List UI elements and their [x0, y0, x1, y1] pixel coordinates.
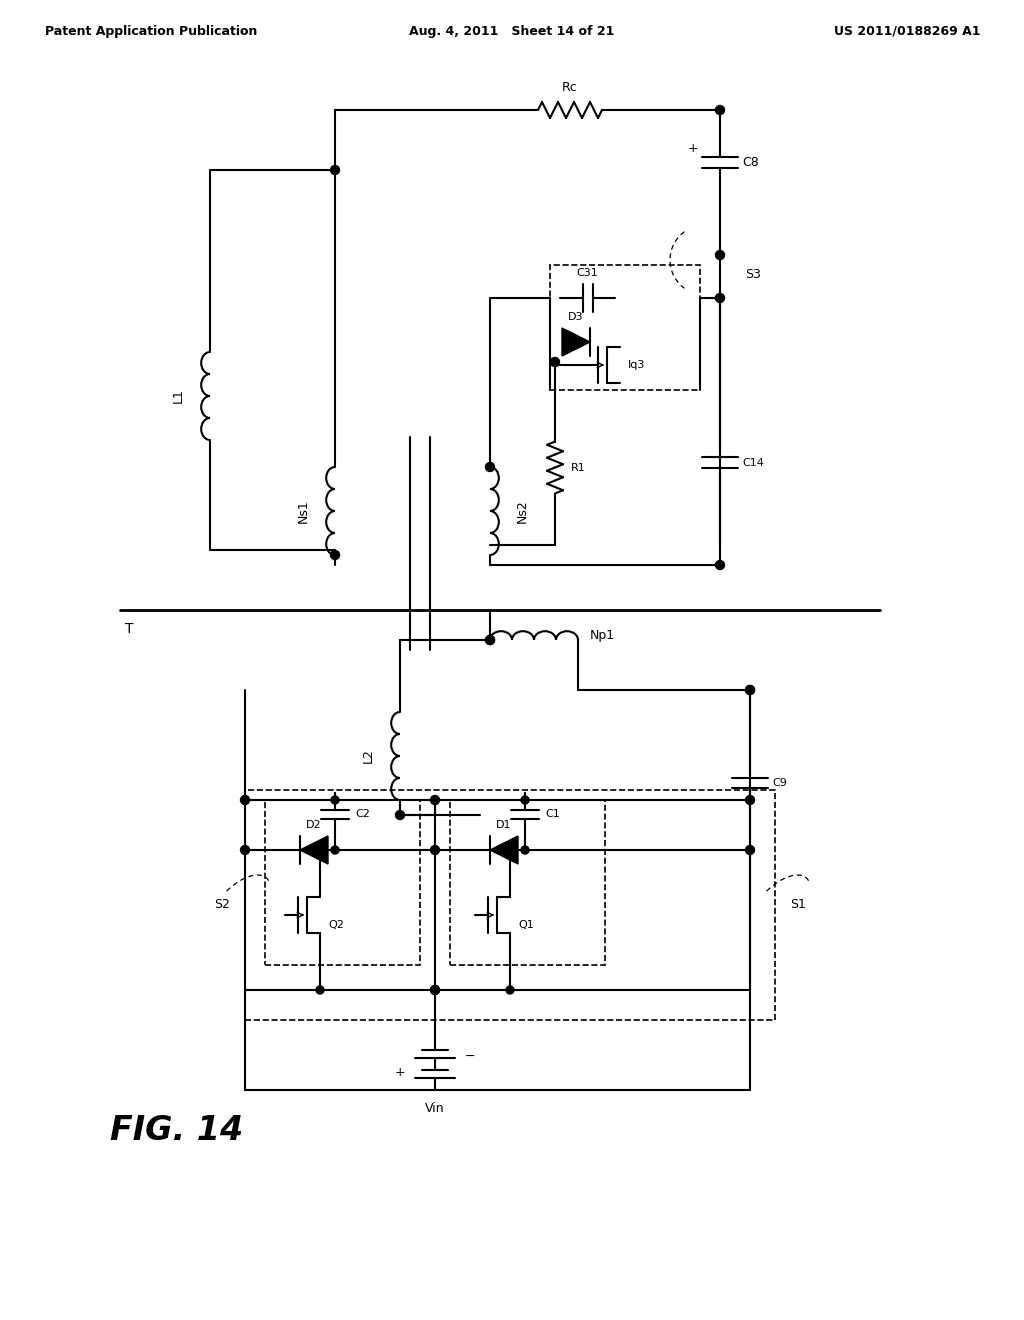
Text: FIG. 14: FIG. 14 [110, 1114, 244, 1147]
Text: C2: C2 [355, 809, 370, 818]
Text: C9: C9 [772, 777, 786, 788]
Text: C14: C14 [742, 458, 764, 469]
Text: Ns1: Ns1 [297, 499, 309, 523]
Text: Aug. 4, 2011   Sheet 14 of 21: Aug. 4, 2011 Sheet 14 of 21 [410, 25, 614, 38]
Polygon shape [562, 327, 590, 356]
Text: C1: C1 [545, 809, 560, 818]
Circle shape [241, 846, 250, 854]
Text: C31: C31 [577, 268, 598, 279]
Circle shape [331, 796, 339, 804]
Text: C8: C8 [742, 157, 759, 169]
Text: Vin: Vin [425, 1102, 444, 1115]
Text: S1: S1 [790, 899, 806, 912]
Circle shape [331, 165, 340, 174]
Text: D3: D3 [568, 312, 584, 322]
Circle shape [316, 986, 324, 994]
Text: Ns2: Ns2 [515, 499, 528, 523]
Text: US 2011/0188269 A1: US 2011/0188269 A1 [834, 25, 980, 38]
Circle shape [430, 846, 439, 854]
Text: L2: L2 [361, 748, 375, 763]
Text: D1: D1 [497, 820, 512, 830]
Circle shape [716, 561, 725, 569]
Circle shape [716, 251, 725, 260]
Circle shape [395, 810, 404, 820]
Circle shape [485, 635, 495, 644]
Bar [245, 789, 775, 1020]
Circle shape [485, 635, 495, 644]
Circle shape [551, 358, 559, 367]
Circle shape [430, 796, 439, 804]
Text: Patent Application Publication: Patent Application Publication [45, 25, 257, 38]
Text: Q2: Q2 [328, 920, 344, 931]
Circle shape [485, 462, 495, 471]
Circle shape [241, 796, 250, 804]
Circle shape [745, 846, 755, 854]
Text: +: + [394, 1065, 406, 1078]
Bar [265, 800, 420, 965]
Circle shape [745, 685, 755, 694]
Circle shape [316, 846, 324, 854]
Text: +: + [687, 141, 698, 154]
Circle shape [521, 846, 529, 854]
Circle shape [331, 846, 339, 854]
Text: Q1: Q1 [518, 920, 534, 931]
Text: D2: D2 [306, 820, 322, 830]
Circle shape [716, 106, 725, 115]
Text: Rc: Rc [562, 81, 578, 94]
Bar [550, 265, 700, 389]
Text: R1: R1 [571, 463, 586, 473]
Circle shape [430, 986, 439, 994]
Circle shape [506, 986, 514, 994]
Text: L1: L1 [171, 388, 184, 404]
Polygon shape [300, 836, 328, 865]
Text: S3: S3 [745, 268, 761, 281]
Circle shape [745, 796, 755, 804]
Circle shape [506, 846, 514, 854]
Circle shape [745, 685, 755, 694]
Polygon shape [490, 836, 518, 865]
Circle shape [331, 550, 340, 560]
Text: −: − [465, 1049, 475, 1063]
Text: Iq3: Iq3 [628, 360, 645, 370]
Circle shape [521, 796, 529, 804]
Bar [450, 800, 605, 965]
Text: T: T [125, 622, 133, 636]
Text: Np1: Np1 [590, 628, 615, 642]
Circle shape [430, 986, 439, 994]
Circle shape [716, 293, 725, 302]
Text: S2: S2 [214, 899, 230, 912]
